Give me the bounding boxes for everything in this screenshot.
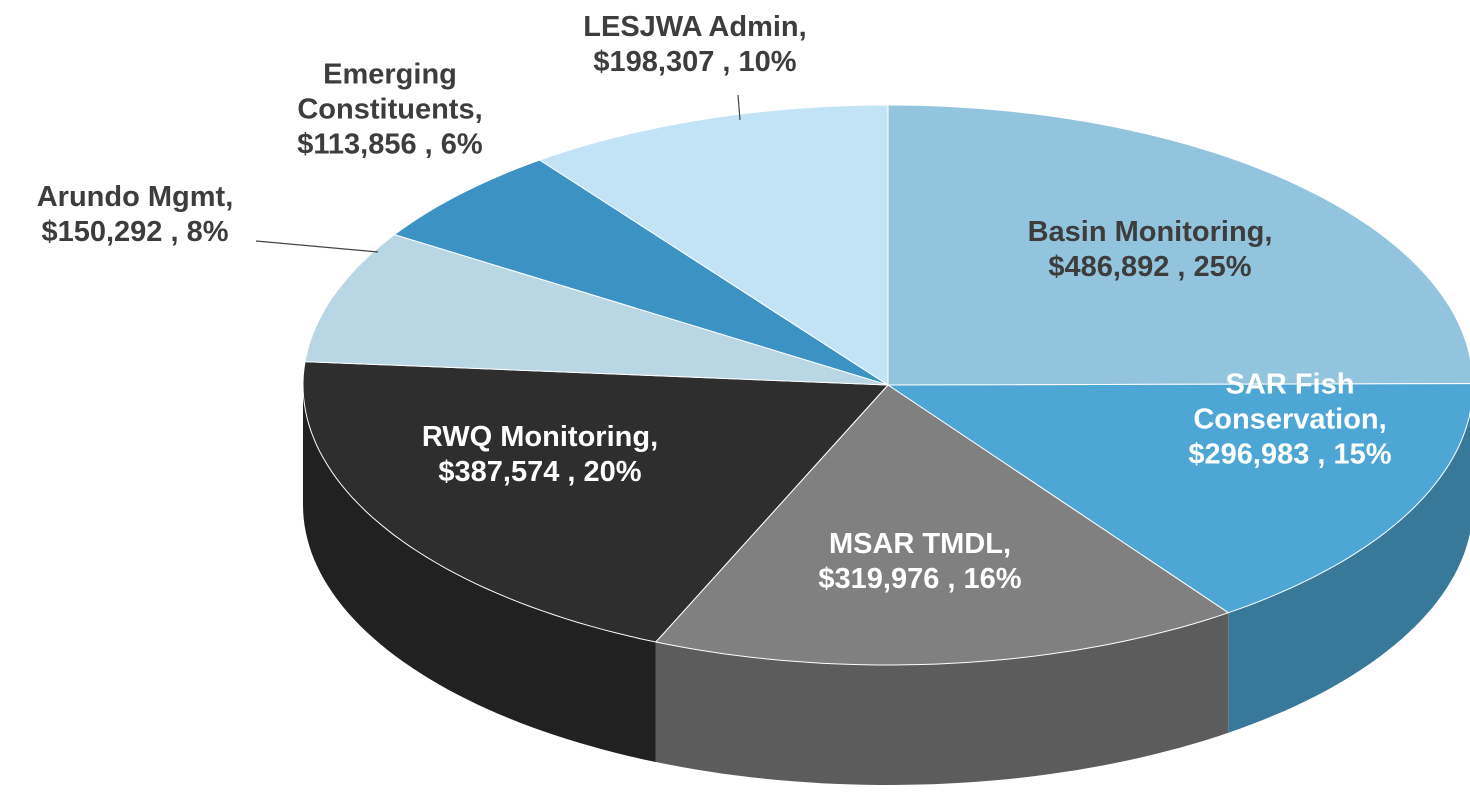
pie-slice-side (303, 385, 656, 762)
category-label: Emerging Constituents, (297, 58, 483, 126)
pie-slice (304, 234, 889, 386)
leader-line (255, 240, 379, 253)
data-label: MSAR TMDL, $319,976 , 16% (760, 527, 1080, 597)
pie-slice (886, 383, 1470, 614)
data-label: Arundo Mgmt, $150,292 , 8% (0, 180, 270, 250)
pie-slice (393, 159, 889, 386)
value-label: $150,292 , 8% (41, 216, 229, 248)
pie-slice-side (1228, 413, 1470, 733)
value-label: $486,892 , 25% (1048, 251, 1252, 283)
category-label: MSAR TMDL, (828, 528, 1012, 560)
value-label: $198,307 , 10% (593, 46, 797, 78)
category-label: SAR Fish Conservation, (1193, 368, 1387, 436)
pie-slice (887, 104, 1470, 386)
data-label: Basin Monitoring, $486,892 , 25% (970, 215, 1330, 285)
pie-slice-side (655, 612, 1229, 785)
pie-slice (302, 361, 890, 643)
category-label: RWQ Monitoring, (421, 421, 659, 453)
value-label: $113,856 , 6% (297, 128, 483, 161)
pie-slice (538, 104, 889, 386)
data-label: SAR Fish Conservation, $296,983 , 15% (1155, 368, 1425, 473)
category-label: Basin Monitoring, (1027, 216, 1273, 248)
data-label: RWQ Monitoring, $387,574 , 20% (375, 420, 705, 490)
data-label: Emerging Constituents, $113,856 , 6% (260, 58, 520, 163)
leader-line (737, 94, 741, 121)
data-label: LESJWA Admin, $198,307 , 10% (530, 10, 860, 80)
value-label: $319,976 , 16% (818, 563, 1022, 595)
value-label: $387,574 , 20% (438, 456, 642, 488)
category-label: Arundo Mgmt, (36, 181, 234, 213)
category-label: LESJWA Admin, (583, 11, 807, 43)
pie-slice (654, 384, 1230, 666)
value-label: $296,983 , 15% (1188, 438, 1392, 471)
